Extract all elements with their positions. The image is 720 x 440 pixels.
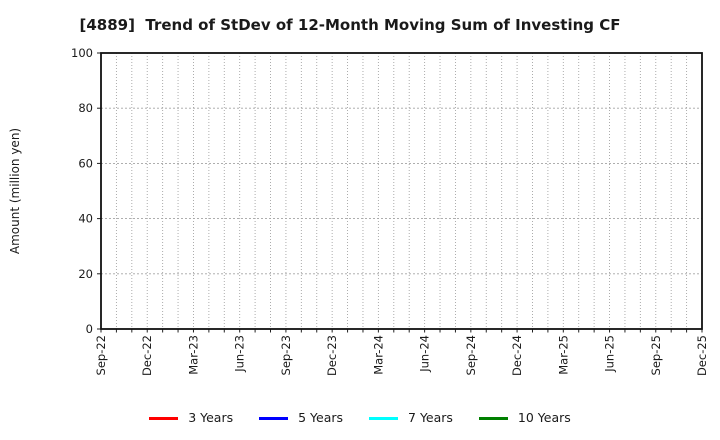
y-tick-label: 20 xyxy=(78,267,93,281)
legend-label: 3 Years xyxy=(188,410,234,426)
legend-item-10-years: 10 Years xyxy=(478,410,571,426)
legend-label: 7 Years xyxy=(408,410,453,426)
x-tick-label: Mar-23 xyxy=(186,335,200,375)
x-tick-label: Dec-24 xyxy=(510,335,524,376)
y-tick-label: 0 xyxy=(86,322,93,336)
x-tick-label: Mar-25 xyxy=(556,335,570,375)
chart-title: [4889] Trend of StDev of 12-Month Moving… xyxy=(79,16,621,34)
y-tick-label: 80 xyxy=(78,101,93,115)
x-tick-label: Jun-23 xyxy=(233,335,247,373)
y-tick-label: 60 xyxy=(78,156,93,170)
x-tick-label: Sep-25 xyxy=(649,335,663,375)
legend-line-swatch xyxy=(259,417,289,420)
y-tick-label: 100 xyxy=(71,46,93,60)
legend-item-5-years: 5 Years xyxy=(259,412,343,425)
legend-label: 5 Years xyxy=(298,410,344,426)
legend: 3 Years 5 Years 7 Years 10 Years xyxy=(0,409,720,428)
axis-frame xyxy=(100,52,703,330)
y-tick-label: 40 xyxy=(78,212,93,226)
x-tick-label: Dec-25 xyxy=(695,335,709,376)
legend-item-7-years: 7 Years xyxy=(369,412,453,425)
legend-line-swatch xyxy=(369,417,399,420)
x-tick-label: Jun-25 xyxy=(603,335,617,373)
legend-item-3-years: 3 Years xyxy=(149,412,233,425)
x-tick-label: Mar-24 xyxy=(371,335,385,375)
x-tick-label: Sep-24 xyxy=(464,335,478,375)
x-tick-label: Sep-23 xyxy=(279,335,293,375)
legend-line-swatch xyxy=(478,417,508,420)
x-tick-label: Sep-22 xyxy=(94,335,108,375)
x-tick-label: Jun-24 xyxy=(418,335,432,373)
legend-line-swatch xyxy=(149,417,179,420)
x-tick-label: Dec-23 xyxy=(325,335,339,376)
legend-label: 10 Years xyxy=(517,410,571,426)
x-tick-label: Dec-22 xyxy=(140,335,154,376)
